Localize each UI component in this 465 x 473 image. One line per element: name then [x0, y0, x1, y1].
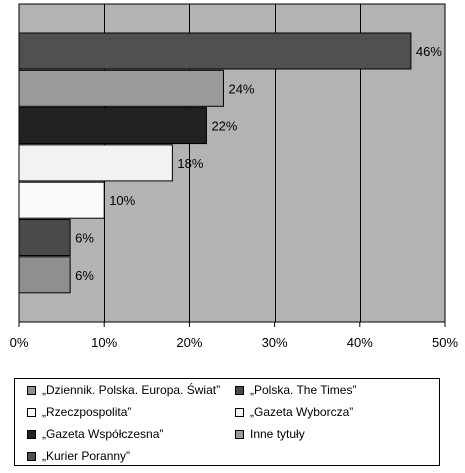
bar [18, 69, 224, 107]
bar-value-label: 46% [416, 44, 442, 59]
legend-swatch [235, 407, 244, 417]
x-tick-label: 50% [432, 335, 458, 350]
bar-value-label: 6% [75, 231, 94, 246]
bar-value-label: 18% [177, 156, 203, 171]
bar [18, 256, 71, 294]
legend-label: „Rzeczpospolita” [42, 405, 132, 419]
chart-legend: „Dziennik. Polska. Europa. Świat” „Polska… [14, 378, 440, 466]
bar-value-label: 24% [228, 81, 254, 96]
bar [18, 144, 173, 182]
bar-chart: 46% 24% 22% 18% 10% 6% 6% 0% 10% 20% 30% 40% 50% [10, 3, 458, 350]
bar [18, 107, 207, 145]
legend-item: „Dziennik. Polska. Europa. Świat” [27, 383, 220, 397]
bar [18, 32, 412, 70]
bar-value-label: 10% [109, 193, 135, 208]
legend-swatch [27, 407, 36, 417]
x-tick-label: 30% [262, 335, 288, 350]
legend-item: „Polska. The Times” [235, 383, 356, 397]
legend-label: „Polska. The Times” [250, 383, 357, 397]
x-tick-label: 10% [91, 335, 117, 350]
x-tick-label: 0% [10, 335, 29, 350]
bar-value-label: 6% [75, 268, 94, 283]
bar-value-label: 22% [211, 119, 237, 134]
bar [18, 181, 105, 219]
legend-label: „Gazeta Wyborcza” [250, 405, 354, 419]
bar [18, 219, 71, 256]
legend-item: „Gazeta Wyborcza” [235, 405, 353, 419]
legend-item: Inne tytuły [235, 427, 305, 441]
legend-swatch [235, 429, 244, 439]
legend-label: „Kurier Poranny” [42, 449, 131, 463]
legend-item: „Rzeczpospolita” [27, 405, 131, 419]
legend-label: Inne tytuły [250, 427, 305, 441]
legend-swatch [27, 451, 36, 461]
legend-label: „Dziennik. Polska. Europa. Świat” [42, 383, 221, 397]
legend-label: „Gazeta Współczesna” [42, 427, 164, 441]
x-tick-label: 20% [176, 335, 202, 350]
legend-swatch [27, 385, 36, 395]
legend-item: „Gazeta Współczesna” [27, 427, 163, 441]
legend-swatch [27, 429, 36, 439]
legend-swatch [235, 385, 244, 395]
legend-item: „Kurier Poranny” [27, 449, 130, 463]
x-tick-label: 40% [347, 335, 373, 350]
